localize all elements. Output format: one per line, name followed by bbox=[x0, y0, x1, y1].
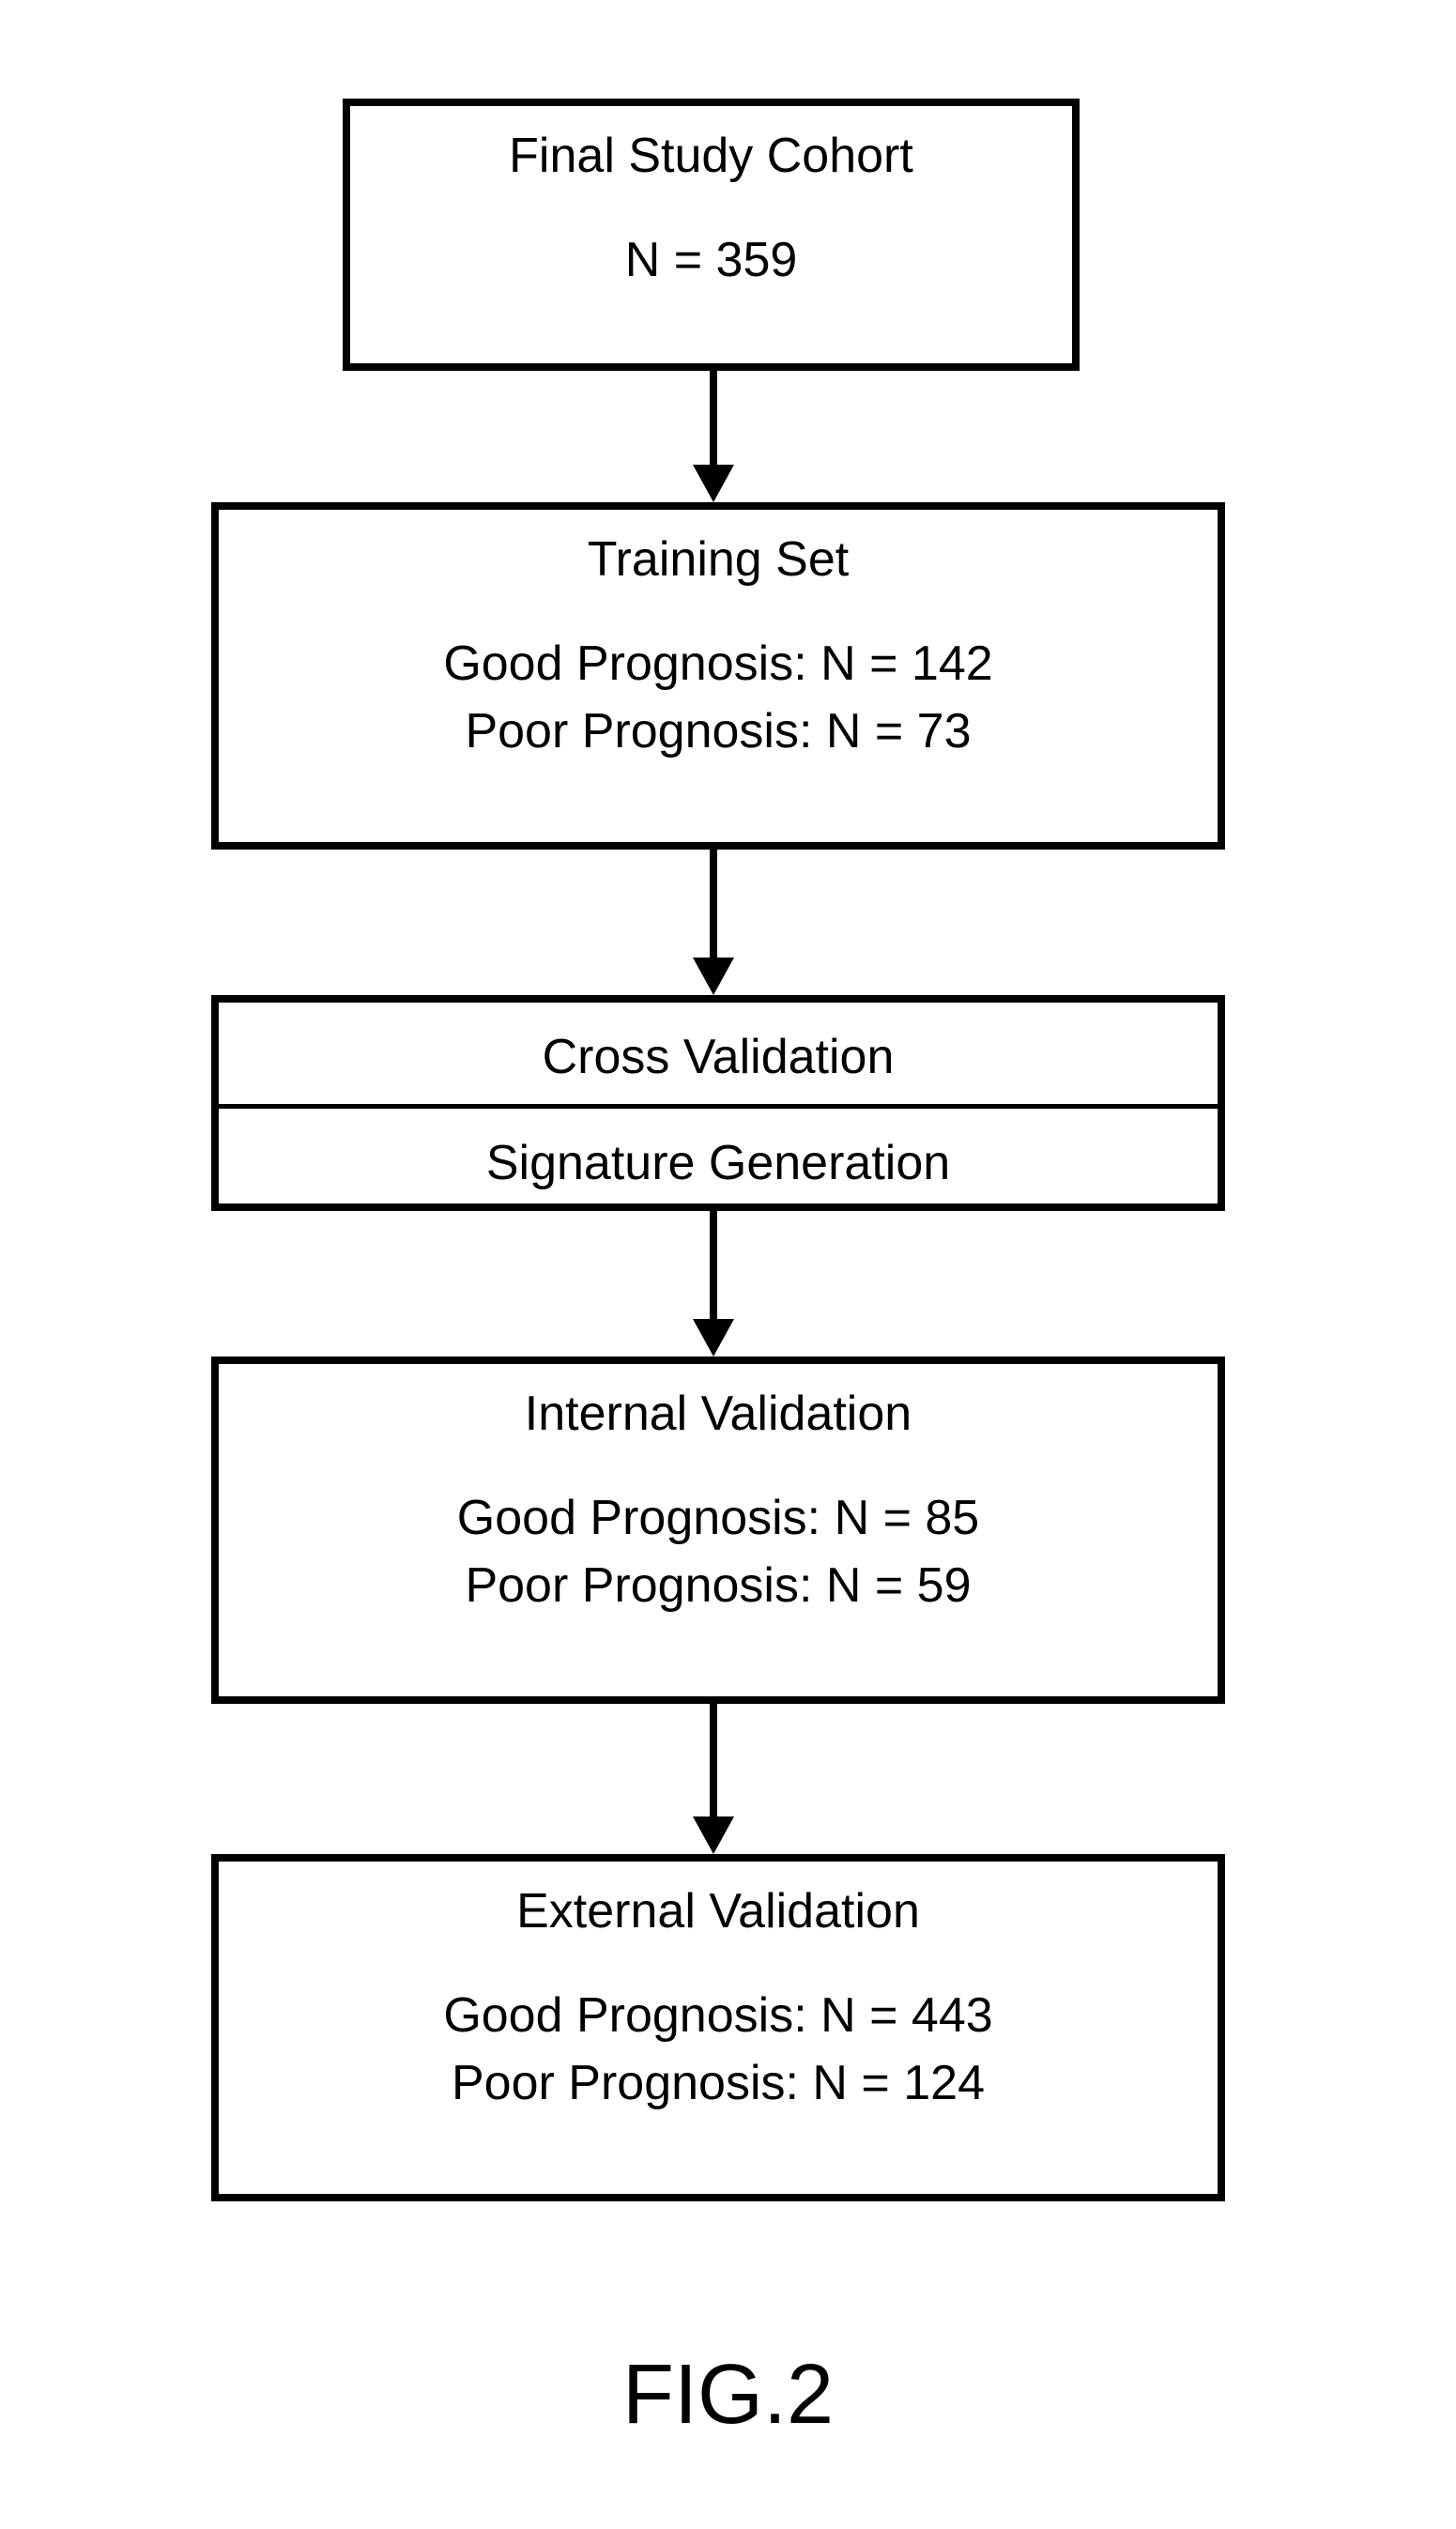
node-external: External Validation Good Prognosis: N = … bbox=[211, 1854, 1225, 2201]
node-internal: Internal Validation Good Prognosis: N = … bbox=[211, 1356, 1225, 1704]
arrow-3-line bbox=[710, 1211, 717, 1319]
node-training: Training Set Good Prognosis: N = 142 Poo… bbox=[211, 502, 1225, 850]
node-internal-title: Internal Validation bbox=[219, 1383, 1218, 1447]
arrow-1-head bbox=[693, 465, 734, 502]
flowchart-container: Final Study Cohort N = 359 Training Set … bbox=[0, 0, 1456, 2529]
node-cv-bottom: Signature Generation bbox=[219, 1129, 1218, 1198]
node-training-line1: Poor Prognosis: N = 73 bbox=[219, 697, 1218, 766]
node-internal-line0: Good Prognosis: N = 85 bbox=[219, 1484, 1218, 1553]
arrow-2-head bbox=[693, 958, 734, 995]
node-cv-top: Cross Validation bbox=[219, 1023, 1218, 1092]
arrow-3-head bbox=[693, 1319, 734, 1356]
figure-label: FIG.2 bbox=[0, 2347, 1456, 2444]
node-internal-line1: Poor Prognosis: N = 59 bbox=[219, 1552, 1218, 1620]
node-external-line0: Good Prognosis: N = 443 bbox=[219, 1982, 1218, 2050]
node-training-line0: Good Prognosis: N = 142 bbox=[219, 630, 1218, 698]
arrow-1-line bbox=[710, 371, 717, 465]
arrow-4-line bbox=[710, 1704, 717, 1816]
node-cohort-title: Final Study Cohort bbox=[350, 125, 1072, 189]
arrow-4-head bbox=[693, 1816, 734, 1854]
node-external-line1: Poor Prognosis: N = 124 bbox=[219, 2049, 1218, 2118]
node-cohort-line0: N = 359 bbox=[350, 226, 1072, 295]
node-cohort: Final Study Cohort N = 359 bbox=[343, 99, 1080, 371]
node-external-title: External Validation bbox=[219, 1880, 1218, 1944]
node-cv-divider bbox=[219, 1104, 1218, 1109]
node-cv-sig: Cross Validation Signature Generation bbox=[211, 995, 1225, 1211]
arrow-2-line bbox=[710, 850, 717, 958]
node-training-title: Training Set bbox=[219, 529, 1218, 592]
